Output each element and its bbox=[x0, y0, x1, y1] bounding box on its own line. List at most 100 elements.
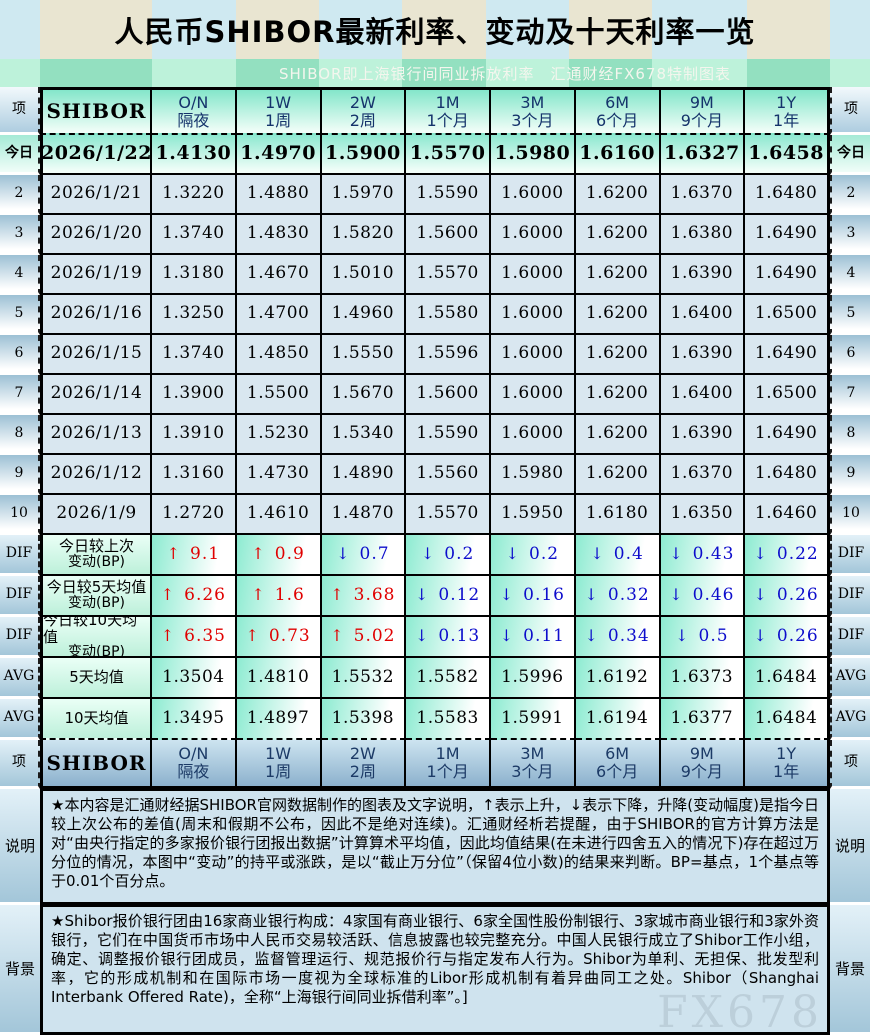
average-cell: 1.5398 bbox=[321, 699, 407, 740]
rate-cell: 1.6400 bbox=[660, 375, 746, 415]
rate-cell: 1.5590 bbox=[406, 415, 491, 455]
change-cell: ↑ 9.1 bbox=[152, 535, 237, 576]
change-cell: ↓ 0.26 bbox=[745, 576, 830, 617]
up-arrow-icon: ↑ bbox=[160, 584, 176, 604]
period-header: 6M 6个月 bbox=[575, 740, 661, 789]
down-arrow-icon: ↓ bbox=[669, 584, 684, 604]
rate-cell: 1.3180 bbox=[152, 255, 237, 295]
rate-cell: 1.5596 bbox=[406, 335, 491, 375]
date-cell: 2026/1/16 bbox=[40, 295, 152, 335]
rate-cell: 1.5970 bbox=[321, 175, 407, 215]
change-cell: ↓ 0.13 bbox=[406, 617, 491, 658]
average-cell: 1.4810 bbox=[236, 658, 322, 699]
rate-cell: 1.4610 bbox=[236, 495, 322, 535]
rate-cell: 1.3740 bbox=[152, 335, 237, 375]
rate-cell: 1.3740 bbox=[152, 215, 237, 255]
rate-cell: 1.4730 bbox=[236, 455, 322, 495]
rate-cell: 1.4870 bbox=[321, 495, 407, 535]
note-side-label-right: 背景 bbox=[830, 905, 870, 1035]
change-cell: ↑ 6.35 bbox=[152, 617, 237, 658]
rate-cell: 1.6000 bbox=[491, 175, 576, 215]
down-arrow-value: ↓ 0.2 bbox=[505, 543, 560, 564]
subtitle-banner: SHIBOR即上海银行间同业拆放利率 汇通财经FX678特制图表 bbox=[0, 59, 870, 87]
up-arrow-icon: ↑ bbox=[330, 625, 345, 645]
dif-row-label: DIF bbox=[830, 576, 870, 617]
up-arrow-icon: ↑ bbox=[251, 543, 266, 563]
period-header: 3M 3个月 bbox=[491, 740, 576, 789]
rate-cell: 1.5560 bbox=[406, 455, 491, 495]
row-index: 8 bbox=[0, 415, 40, 455]
change-cell: ↓ 0.16 bbox=[491, 576, 576, 617]
down-arrow-icon: ↓ bbox=[675, 625, 690, 645]
change-cell: ↑ 0.73 bbox=[236, 617, 322, 658]
down-arrow-icon: ↓ bbox=[499, 625, 515, 645]
shibor-header: SHIBOR bbox=[40, 87, 152, 135]
rate-cell: 1.6000 bbox=[491, 255, 576, 295]
row-index: 2 bbox=[830, 175, 870, 215]
rate-cell: 1.6380 bbox=[660, 215, 746, 255]
rate-cell: 1.6390 bbox=[660, 415, 746, 455]
average-cell: 1.3495 bbox=[152, 699, 237, 740]
rate-cell: 1.5980 bbox=[491, 135, 576, 175]
date-cell: 2026/1/15 bbox=[40, 335, 152, 375]
date-cell: 2026/1/12 bbox=[40, 455, 152, 495]
change-cell: ↓ 0.7 bbox=[321, 535, 407, 576]
rate-cell: 1.4700 bbox=[236, 295, 322, 335]
average-cell: 1.5582 bbox=[406, 658, 491, 699]
rate-cell: 1.6390 bbox=[660, 335, 746, 375]
up-arrow-value: ↑ 5.02 bbox=[330, 625, 396, 646]
change-cell: ↓ 0.46 bbox=[660, 576, 746, 617]
row-index: 8 bbox=[830, 415, 870, 455]
corner-label: 项 bbox=[0, 87, 40, 135]
down-arrow-icon: ↓ bbox=[420, 543, 436, 563]
change-cell: ↑ 6.26 bbox=[152, 576, 237, 617]
rate-cell: 1.2720 bbox=[152, 495, 237, 535]
row-index: 10 bbox=[830, 495, 870, 535]
change-cell: ↑ 5.02 bbox=[321, 617, 407, 658]
average-cell: 1.5996 bbox=[491, 658, 576, 699]
rate-cell: 1.6490 bbox=[745, 255, 830, 295]
rate-cell: 1.4890 bbox=[321, 455, 407, 495]
average-cell: 1.3504 bbox=[152, 658, 237, 699]
down-arrow-value: ↓ 0.32 bbox=[584, 584, 650, 605]
avg-description: 5天均值 bbox=[40, 658, 152, 699]
down-arrow-value: ↓ 0.46 bbox=[669, 584, 735, 605]
period-header: 3M 3个月 bbox=[491, 87, 576, 135]
rate-cell: 1.6000 bbox=[491, 375, 576, 415]
down-arrow-icon: ↓ bbox=[753, 543, 768, 563]
date-cell: 2026/1/22 bbox=[40, 135, 152, 175]
explain-text: ★本内容是汇通财经据SHIBOR官网数据制作的图表及文字说明，↑表示上升，↓表示… bbox=[40, 789, 830, 905]
average-cell: 1.5583 bbox=[406, 699, 491, 740]
period-header: 2W 2周 bbox=[321, 87, 407, 135]
row-index: 5 bbox=[830, 295, 870, 335]
avg-row-label: AVG bbox=[830, 658, 870, 699]
rate-cell: 1.3250 bbox=[152, 295, 237, 335]
rate-cell: 1.6200 bbox=[575, 335, 661, 375]
corner-label: 项 bbox=[830, 87, 870, 135]
up-arrow-value: ↑ 6.35 bbox=[160, 625, 226, 646]
change-cell: ↓ 0.34 bbox=[575, 617, 661, 658]
up-arrow-icon: ↑ bbox=[166, 543, 182, 563]
rate-cell: 1.5590 bbox=[406, 175, 491, 215]
up-arrow-icon: ↑ bbox=[160, 625, 176, 645]
period-header: O/N 隔夜 bbox=[152, 740, 237, 789]
change-cell: ↓ 0.22 bbox=[745, 535, 830, 576]
rate-cell: 1.6390 bbox=[660, 255, 746, 295]
rate-cell: 1.6350 bbox=[660, 495, 746, 535]
change-cell: ↓ 0.11 bbox=[491, 617, 576, 658]
rate-cell: 1.6000 bbox=[491, 295, 576, 335]
dif-row-label: DIF bbox=[0, 535, 40, 576]
row-index: 6 bbox=[0, 335, 40, 375]
period-header: 9M 9个月 bbox=[660, 87, 746, 135]
rate-cell: 1.6200 bbox=[575, 295, 661, 335]
rate-cell: 1.6200 bbox=[575, 175, 661, 215]
dif-row-label: DIF bbox=[830, 535, 870, 576]
down-arrow-icon: ↓ bbox=[753, 584, 768, 604]
up-arrow-value: ↑ 1.6 bbox=[251, 584, 305, 605]
up-arrow-icon: ↑ bbox=[330, 584, 345, 604]
down-arrow-value: ↓ 0.43 bbox=[669, 543, 735, 564]
rate-cell: 1.3160 bbox=[152, 455, 237, 495]
dif-row-label: DIF bbox=[830, 617, 870, 658]
date-cell: 2026/1/20 bbox=[40, 215, 152, 255]
avg-row-label: AVG bbox=[0, 699, 40, 740]
